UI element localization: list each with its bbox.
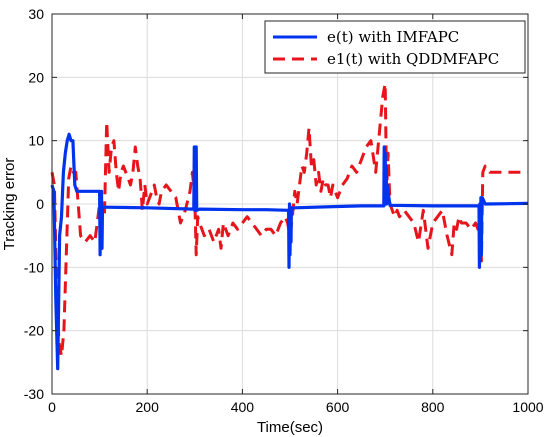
y-axis-label: Tracking error [1,158,18,251]
x-tick-label: 0 [48,399,56,415]
x-tick-label: 600 [326,399,350,415]
series-line-1 [50,132,529,371]
y-tick-label: -20 [24,323,44,339]
x-axis-label: Time(sec) [257,419,323,436]
legend-label: e1(t) with QDDMFAPC [327,50,499,68]
legend-box [264,20,526,74]
series-line-2 [50,82,528,358]
x-tick-label: 1000 [512,399,543,415]
y-tick-label: -30 [24,386,44,402]
y-tick-label: 30 [28,6,44,22]
x-tick-label: 400 [231,399,255,415]
y-tick-label: 10 [28,133,44,149]
y-tick-label: 20 [28,69,44,85]
x-tick-label: 800 [421,399,445,415]
y-tick-label: 0 [36,196,44,212]
legend: e(t) with IMFAPC e1(t) with QDDMFAPC [264,20,526,74]
x-tick-label: 200 [136,399,160,415]
series-layer [50,82,529,371]
legend-label: e(t) with IMFAPC [327,28,459,46]
axis-ticks: 0 200 400 600 800 1000 -30 -20 -10 0 10 20 30 [24,6,544,415]
y-tick-label: -10 [24,259,44,275]
